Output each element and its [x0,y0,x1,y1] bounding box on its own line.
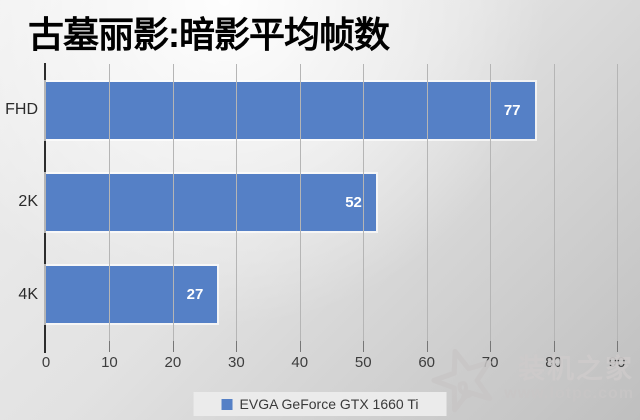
category-label-4k: 4K [18,285,38,303]
tick-mark-x70 [490,341,492,352]
legend-label: EVGA GeForce GTX 1660 Ti [239,396,419,412]
chart-legend: EVGA GeForce GTX 1660 Ti [193,392,447,416]
gridline-x80 [553,64,555,341]
tick-mark-x90 [617,341,618,352]
bar-rows: FHD 77 2K 52 4K 27 [5,64,617,341]
tick-mark-x30 [236,341,238,352]
x-tick-label-30: 30 [227,354,245,371]
gridline-x70 [490,64,492,341]
x-tick-label-80: 80 [545,354,562,371]
category-label-2k: 2K [18,193,38,211]
gridline-x90 [617,64,618,341]
watermark: 装机之家 www.lotpc.com [428,342,634,416]
tick-mark-x10 [109,341,111,352]
bar-row-4k: 4K 27 [18,249,617,341]
tick-mark-x20 [172,341,174,352]
bar-value-4k: 27 [186,286,204,304]
plot-area: FHD 77 2K 52 4K 27 0 10 20 30 40 50 60 70 80 90 [5,63,625,371]
tick-mark-x60 [426,341,428,352]
gridline-x50 [363,64,365,341]
x-tick-label-20: 20 [164,354,182,371]
bar-4k: 27 [46,266,218,324]
bar-2k: 52 [46,173,376,231]
watermark-site-url: www.lotpc.com [504,385,634,402]
x-tick-label-40: 40 [291,354,309,371]
x-tick-label-60: 60 [418,354,435,371]
bar-value-fhd: 77 [503,101,521,119]
x-tick-label-0: 0 [41,354,51,371]
tick-mark-x80 [553,341,555,352]
gridline-x40 [299,64,301,341]
bar-row-fhd: FHD 77 [5,64,617,156]
bar-value-2k: 52 [345,193,362,211]
legend-swatch-icon [221,398,233,410]
y-axis-line [44,63,46,353]
gridline-x60 [426,64,428,341]
gridline-x30 [236,64,238,341]
chart-title: 古墓丽影:暗影平均帧数 [28,14,390,55]
gridline-x10 [109,64,111,341]
bar-row-2k: 2K 52 [18,156,617,248]
category-label-fhd: FHD [5,101,38,119]
x-tick-label-50: 50 [354,354,372,371]
bar-fhd: 77 [46,81,535,139]
tick-mark-x40 [299,341,301,352]
x-tick-label-10: 10 [101,354,118,371]
tick-mark-x50 [363,341,365,352]
gridline-x20 [172,64,174,341]
x-tick-label-70: 70 [481,354,499,371]
x-tick-label-90: 90 [608,354,626,371]
